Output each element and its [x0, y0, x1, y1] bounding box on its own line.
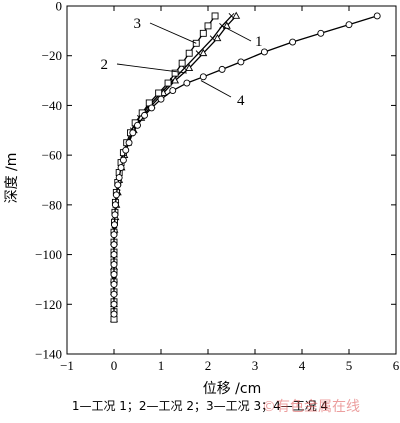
x-axis-title: 位移 /cm [203, 381, 262, 397]
data-point-4 [134, 121, 141, 129]
data-point-3 [204, 22, 212, 30]
data-point-4 [111, 211, 119, 219]
data-point-4 [148, 104, 156, 112]
x-tick-label: −1 [60, 358, 74, 373]
series-line-2 [113, 15, 237, 320]
data-point-3 [178, 59, 186, 67]
data-point-4 [110, 310, 118, 318]
series-line-1 [113, 15, 232, 320]
y-tick-label: −100 [35, 247, 62, 262]
series-3 [110, 12, 219, 323]
axes-group: −1 0 1 2 3 4 5 6 0 −20 −40 −60 −80 −100 −120 −140 [35, 0, 400, 373]
data-point-4 [110, 231, 118, 239]
x-tick-label: 4 [299, 358, 306, 373]
annotation-leader-1 [221, 25, 252, 42]
data-point-3 [171, 69, 179, 77]
x-tick-label: 6 [393, 358, 400, 373]
y-tick-label: −120 [35, 297, 62, 312]
data-point-4 [122, 146, 130, 154]
data-point-4 [110, 261, 118, 268]
watermark-text: ©有色金属在线 [262, 399, 360, 415]
data-point-4 [157, 95, 165, 103]
data-point-4 [110, 251, 118, 259]
series-group [110, 11, 381, 323]
series-1 [111, 13, 235, 323]
y-tick-label: −40 [42, 98, 62, 113]
data-point-4 [110, 280, 118, 288]
data-point-4 [117, 164, 125, 172]
y-tick-label: −140 [35, 347, 62, 362]
x-tick-label: 0 [111, 358, 118, 373]
data-point-4 [114, 181, 122, 189]
annotation-label-3: 3 [134, 16, 142, 32]
annotation-label-2: 2 [101, 57, 109, 73]
data-point-4 [141, 111, 149, 119]
data-point-4 [169, 87, 177, 94]
y-tick-label: 0 [56, 0, 63, 14]
data-point-3 [155, 89, 163, 97]
data-point-4 [260, 48, 268, 56]
plot-frame [66, 5, 397, 355]
data-point-4 [111, 221, 118, 229]
annotation-leader-4 [200, 80, 232, 98]
data-point-4 [112, 191, 120, 199]
y-tick-label: −80 [42, 197, 62, 212]
data-point-4 [317, 29, 325, 37]
data-point-4 [110, 271, 118, 278]
y-tick-label: −60 [42, 148, 62, 163]
data-point-4 [345, 21, 353, 29]
y-axis-title: 深度 /m [4, 153, 20, 204]
series-4 [110, 12, 381, 318]
x-tick-label: 1 [158, 358, 165, 373]
data-point-4 [199, 73, 207, 81]
data-point-4 [119, 156, 127, 164]
data-point-4 [110, 241, 118, 249]
x-tick-label: 3 [252, 358, 259, 373]
data-point-2 [232, 11, 241, 19]
data-point-4 [237, 58, 245, 66]
data-point-3 [185, 49, 193, 57]
data-point-2 [185, 63, 194, 71]
data-point-4 [115, 174, 123, 181]
data-point-4 [183, 79, 191, 87]
data-point-3 [211, 12, 219, 20]
data-point-4 [373, 12, 381, 20]
data-point-4 [125, 139, 133, 147]
data-point-4 [289, 38, 297, 46]
data-point-4 [110, 290, 118, 298]
data-point-4 [110, 300, 118, 308]
annotation-leader-3 [149, 22, 197, 44]
data-point-2 [171, 76, 180, 84]
data-point-4 [218, 65, 226, 73]
annotation-label-1: 1 [255, 34, 263, 50]
data-point-3 [199, 29, 207, 37]
x-tick-label: 5 [346, 358, 353, 373]
series-line-3 [113, 15, 216, 320]
data-point-2 [199, 48, 208, 57]
annotation-group: 1 2 3 4 [101, 16, 263, 109]
data-point-4 [129, 129, 137, 137]
data-point-4 [111, 201, 119, 209]
annotation-leader-2 [116, 63, 187, 74]
series-line-4 [113, 15, 378, 315]
data-point-3 [164, 79, 172, 87]
series-2 [110, 11, 241, 323]
figure-caption: 1—工况 1；2—工况 2；3—工况 3；4—工况 4 [71, 399, 329, 413]
x-tick-label: 2 [205, 358, 212, 373]
y-tick-label: −20 [42, 48, 62, 63]
data-point-2 [213, 33, 222, 42]
annotation-label-4: 4 [237, 93, 245, 109]
